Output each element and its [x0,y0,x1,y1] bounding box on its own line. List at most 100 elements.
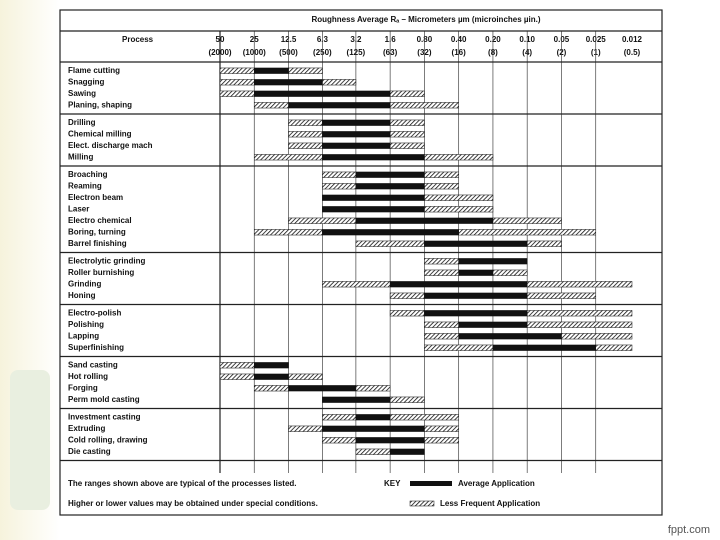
average-bar [458,321,528,328]
brand: fppt.com [668,524,710,536]
less-frequent-bar [389,396,425,403]
less-frequent-bar [389,90,425,97]
less-frequent-bar [219,373,255,380]
process-name: Broaching [68,170,108,179]
less-frequent-bar [322,281,391,288]
average-bar [355,217,494,224]
process-name: Reaming [68,181,102,190]
average-bar [355,437,425,444]
average-bar [254,79,323,86]
less-frequent-bar [424,194,494,201]
process-name: Grinding [68,279,101,288]
less-frequent-bar [389,102,459,109]
process-name: Die casting [68,447,111,456]
column-value: 0.012 [622,35,643,44]
average-bar [322,154,425,161]
less-frequent-bar [322,183,357,190]
process-name: Planing, shaping [68,100,132,109]
less-frequent-bar [424,206,494,213]
average-bar [322,142,391,149]
process-name: Electro-polish [68,308,121,317]
average-bar [288,102,391,109]
less-frequent-bar [389,292,425,299]
less-frequent-bar [526,321,633,328]
average-bar [424,292,528,299]
less-frequent-bar [492,269,528,276]
average-bar [458,333,562,340]
process-name: Barrel finishing [68,239,127,248]
less-frequent-bar [254,229,323,236]
average-bar [322,229,459,236]
process-name: Lapping [68,331,99,340]
process-name: Laser [68,204,89,213]
less-frequent-bar [254,102,289,109]
less-frequent-bar [389,414,459,421]
less-frequent-bar [219,90,255,97]
average-bar [458,269,494,276]
process-name: Elect. discharge mach [68,141,153,150]
less-frequent-bar [288,373,323,380]
process-name: Boring, turning [68,227,126,236]
process-name: Milling [68,152,93,161]
average-bar [254,67,289,74]
process-name: Cold rolling, drawing [68,435,148,444]
less-frequent-bar [322,171,357,178]
less-frequent-bar [288,119,323,126]
key-less-swatch [409,500,435,507]
less-frequent-bar [288,142,323,149]
less-frequent-bar [424,258,459,265]
process-name: Superfinishing [68,343,124,352]
less-frequent-bar [389,310,425,317]
note-1: The ranges shown above are typical of th… [68,479,297,488]
less-frequent-bar [424,344,494,351]
less-frequent-bar [322,437,357,444]
less-frequent-bar [219,67,255,74]
average-bar [288,385,357,392]
less-frequent-bar [595,344,633,351]
process-name: Hot rolling [68,372,108,381]
process-name: Sawing [68,89,96,98]
average-bar [355,183,425,190]
less-frequent-bar [458,229,596,236]
less-frequent-bar [322,414,357,421]
average-bar [254,373,289,380]
key-average: Average Application [458,479,535,488]
less-frequent-bar [389,119,425,126]
average-bar [322,425,425,432]
average-bar [322,131,391,138]
less-frequent-bar [424,269,459,276]
table-title: Roughness Average Rₐ – Micrometers µm (m… [311,15,540,24]
average-bar [355,171,425,178]
less-frequent-bar [219,362,255,369]
less-frequent-bar [254,154,323,161]
process-name: Honing [68,291,96,300]
less-frequent-bar [424,425,459,432]
key-less: Less Frequent Application [440,499,540,508]
column-microinch: (0.5) [624,48,641,57]
average-bar [424,310,528,317]
less-frequent-bar [355,240,425,247]
less-frequent-bar [561,333,633,340]
average-bar [458,258,528,265]
process-name: Electron beam [68,193,123,202]
average-bar [389,448,425,455]
process-name: Snagging [68,77,105,86]
average-bar [322,194,425,201]
less-frequent-bar [424,171,459,178]
process-name: Investment casting [68,412,141,421]
less-frequent-bar [424,321,459,328]
average-bar [492,344,596,351]
less-frequent-bar [526,281,633,288]
less-frequent-bar [355,448,391,455]
less-frequent-bar [526,292,596,299]
average-bar [322,206,425,213]
average-bar [322,396,391,403]
average-bar [355,414,391,421]
process-name: Polishing [68,320,104,329]
process-name: Electro chemical [68,216,132,225]
note-2: Higher or lower values may be obtained u… [68,499,318,508]
less-frequent-bar [492,217,562,224]
less-frequent-bar [389,142,425,149]
less-frequent-bar [424,183,459,190]
